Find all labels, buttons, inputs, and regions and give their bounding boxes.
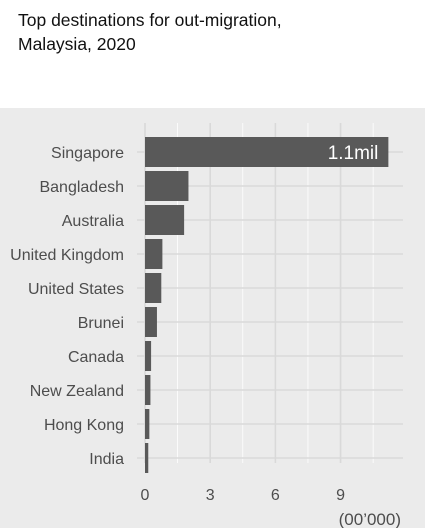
chart-title: Top destinations for out-migration, Mala… [18, 8, 418, 56]
x-tick-label: 3 [206, 487, 215, 504]
x-tick-label: 6 [271, 487, 280, 504]
bar [145, 273, 162, 303]
x-tick-label: 0 [141, 487, 150, 504]
category-label: Australia [62, 213, 124, 230]
bar [145, 409, 150, 439]
x-tick-label: 9 [336, 487, 345, 504]
data-label: 1.1mil [328, 143, 379, 164]
plot-background [0, 108, 425, 528]
bar [145, 307, 157, 337]
bar [145, 205, 185, 235]
x-axis-label: (00’000) [339, 510, 401, 528]
category-label: United Kingdom [10, 247, 124, 264]
category-label: Hong Kong [44, 417, 124, 434]
bar [145, 443, 149, 473]
category-label: Canada [68, 349, 124, 366]
category-label: Brunei [78, 315, 124, 332]
bar [145, 171, 189, 201]
bar [145, 341, 152, 371]
category-label: Singapore [51, 145, 124, 162]
category-label: India [89, 451, 124, 468]
category-label: New Zealand [30, 383, 124, 400]
bar [145, 375, 151, 405]
category-label: United States [28, 281, 124, 298]
chart-title-line-1: Top destinations for out-migration, [18, 10, 282, 30]
bar [145, 137, 389, 167]
category-label: Bangladesh [39, 179, 124, 196]
chart-title-line-2: Malaysia, 2020 [18, 34, 136, 54]
bar [145, 239, 163, 269]
